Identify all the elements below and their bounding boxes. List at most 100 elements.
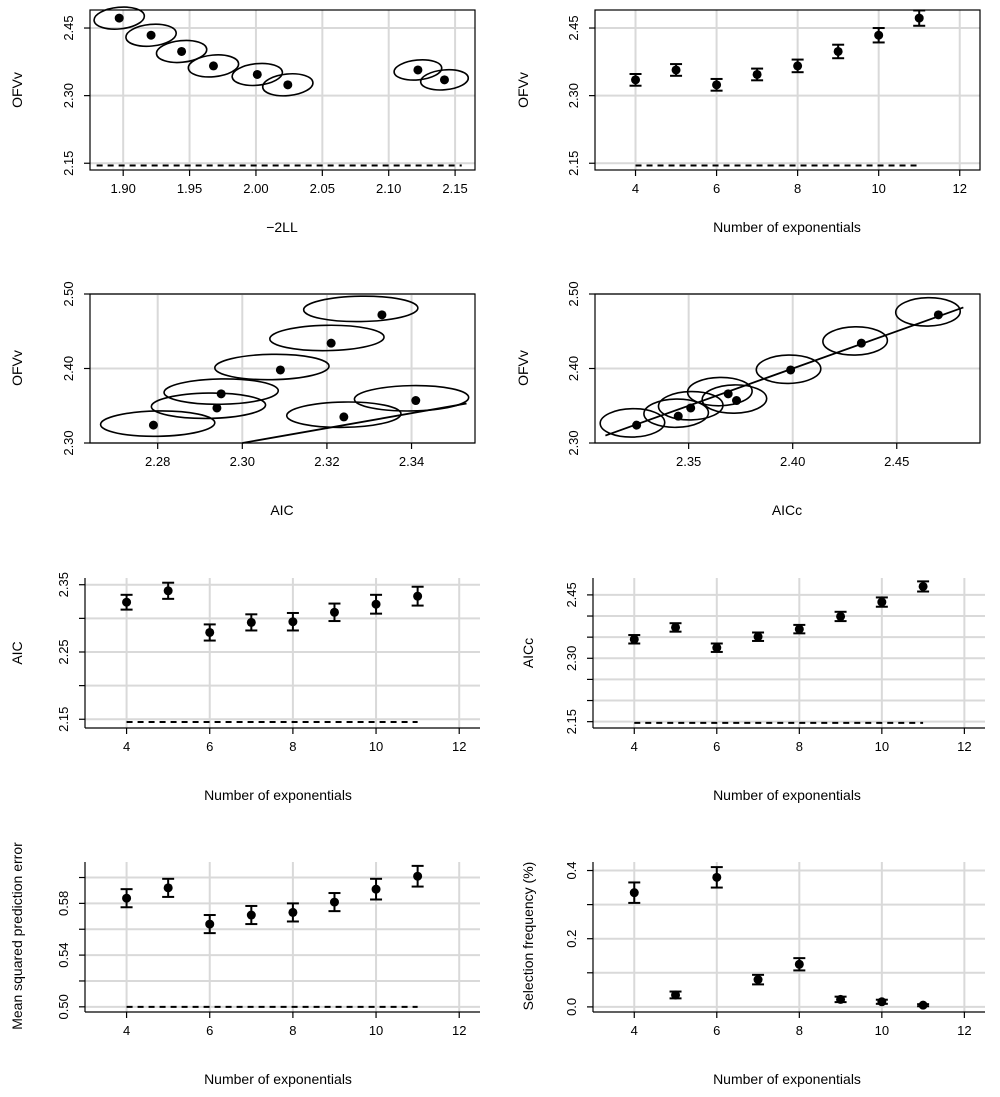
data-point bbox=[339, 412, 349, 422]
x-tick-label: 6 bbox=[206, 1023, 213, 1038]
data-point bbox=[283, 80, 293, 90]
y-tick-label: 2.40 bbox=[61, 356, 76, 381]
data-point bbox=[163, 586, 173, 596]
data-point bbox=[794, 624, 804, 634]
y-axis-label: OFVv bbox=[515, 350, 531, 386]
plot-frame bbox=[89, 9, 476, 171]
y-tick-label: 2.50 bbox=[566, 281, 581, 306]
y-axis-label: AICc bbox=[520, 638, 536, 668]
plot-frame bbox=[594, 9, 981, 171]
data-point bbox=[288, 907, 298, 917]
x-tick-label: 4 bbox=[123, 1023, 130, 1038]
y-tick-label: 0.58 bbox=[56, 891, 71, 916]
confidence-ellipse bbox=[599, 407, 666, 438]
data-point bbox=[252, 69, 262, 79]
x-tick-label: 4 bbox=[632, 181, 639, 196]
chart-panel-aic-vs-exponentials: 4 6 8 10 12 2.15 2.25 2.35 Number of exponenti… bbox=[9, 572, 480, 803]
y-tick-label: 2.30 bbox=[564, 646, 579, 671]
confidence-ellipse bbox=[163, 378, 280, 406]
y-tick-label: 2.45 bbox=[61, 15, 76, 40]
x-tick-label: 10 bbox=[875, 739, 889, 754]
data-point bbox=[413, 591, 423, 601]
data-point bbox=[671, 990, 681, 1000]
y-tick-label: 2.25 bbox=[56, 639, 71, 664]
chart-panel-mspe-vs-exponentials: 4 6 8 10 12 0.50 0.54 0.58 Number of exponenti… bbox=[9, 842, 480, 1087]
y-tick-label: 2.15 bbox=[61, 151, 76, 176]
data-point bbox=[933, 310, 943, 320]
x-tick-label: 2.35 bbox=[676, 454, 701, 469]
x-tick-label: 2.34 bbox=[399, 454, 424, 469]
data-point bbox=[629, 888, 639, 898]
x-tick-label: 6 bbox=[206, 739, 213, 754]
y-tick-label: 0.54 bbox=[56, 942, 71, 967]
x-axis-label: Number of exponentials bbox=[713, 219, 861, 235]
y-tick-label: 2.15 bbox=[56, 707, 71, 732]
x-tick-label: 10 bbox=[871, 181, 885, 196]
data-point bbox=[671, 622, 681, 632]
data-point bbox=[836, 994, 846, 1004]
x-axis-label: −2LL bbox=[266, 219, 298, 235]
confidence-ellipse bbox=[643, 398, 710, 429]
x-axis-label: Number of exponentials bbox=[713, 1071, 861, 1087]
x-tick-label: 2.30 bbox=[230, 454, 255, 469]
confidence-ellipse bbox=[302, 295, 419, 323]
confidence-ellipse bbox=[187, 54, 240, 78]
y-tick-label: 2.30 bbox=[566, 430, 581, 455]
data-point bbox=[753, 632, 763, 642]
data-point bbox=[752, 69, 762, 79]
y-tick-label: 2.30 bbox=[566, 83, 581, 108]
y-tick-label: 2.30 bbox=[61, 83, 76, 108]
x-axis-label: Number of exponentials bbox=[204, 1071, 352, 1087]
x-tick-label: 12 bbox=[953, 181, 967, 196]
data-point bbox=[856, 338, 866, 348]
x-tick-label: 12 bbox=[452, 1023, 466, 1038]
data-point bbox=[208, 61, 218, 71]
data-point bbox=[377, 310, 387, 320]
y-tick-label: 2.40 bbox=[566, 356, 581, 381]
confidence-ellipse bbox=[686, 376, 753, 407]
x-tick-label: 12 bbox=[452, 739, 466, 754]
data-point bbox=[163, 883, 173, 893]
data-point bbox=[329, 607, 339, 617]
data-point bbox=[148, 420, 158, 430]
chart-panel-ofvv-vs-2ll: 1.90 1.95 2.00 2.05 2.10 2.15 2.15 2.30 2.45 −2… bbox=[9, 6, 476, 235]
data-point bbox=[371, 884, 381, 894]
data-point bbox=[877, 997, 887, 1007]
data-point bbox=[246, 910, 256, 920]
data-point bbox=[712, 872, 722, 882]
data-point bbox=[413, 871, 423, 881]
x-tick-label: 4 bbox=[123, 739, 130, 754]
data-point bbox=[833, 46, 843, 56]
data-point bbox=[686, 403, 696, 413]
data-point bbox=[288, 617, 298, 627]
y-tick-label: 0.0 bbox=[564, 998, 579, 1016]
data-point bbox=[671, 65, 681, 75]
confidence-ellipse bbox=[755, 354, 822, 385]
confidence-ellipse bbox=[269, 324, 385, 352]
data-point bbox=[712, 80, 722, 90]
data-point bbox=[371, 599, 381, 609]
data-point bbox=[329, 897, 339, 907]
confidence-ellipse bbox=[285, 401, 402, 429]
x-tick-label: 10 bbox=[875, 1023, 889, 1038]
y-tick-label: 0.4 bbox=[564, 861, 579, 879]
x-tick-label: 2.40 bbox=[780, 454, 805, 469]
confidence-ellipse bbox=[419, 68, 470, 91]
data-point bbox=[216, 389, 226, 399]
chart-panel-selection-frequency: 4 6 8 10 12 0.0 0.2 0.4 Number of exponentials… bbox=[520, 861, 985, 1087]
data-point bbox=[786, 365, 796, 375]
data-point bbox=[122, 597, 132, 607]
x-tick-label: 8 bbox=[796, 739, 803, 754]
data-point bbox=[212, 403, 222, 413]
y-tick-label: 2.45 bbox=[566, 15, 581, 40]
data-point bbox=[712, 643, 722, 653]
data-point bbox=[205, 627, 215, 637]
x-tick-label: 2.32 bbox=[314, 454, 339, 469]
y-axis-label: AIC bbox=[9, 641, 25, 664]
data-point bbox=[723, 389, 733, 399]
x-axis-label: Number of exponentials bbox=[713, 787, 861, 803]
identity-line bbox=[605, 306, 964, 437]
y-tick-label: 2.45 bbox=[564, 582, 579, 607]
data-point bbox=[673, 411, 683, 421]
confidence-ellipse bbox=[214, 353, 330, 381]
